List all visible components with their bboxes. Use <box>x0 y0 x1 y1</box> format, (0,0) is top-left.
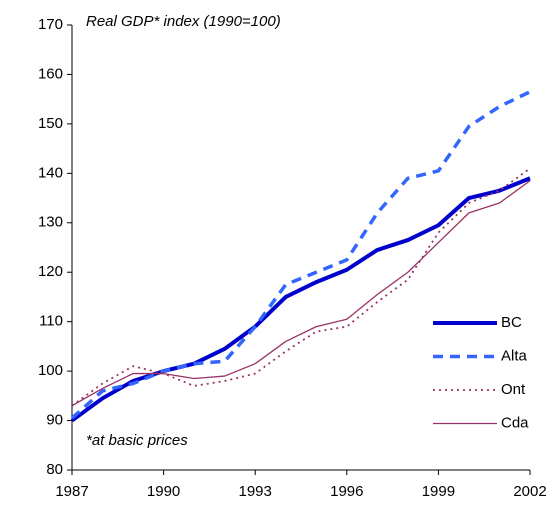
x-tick-label: 1990 <box>147 483 180 500</box>
y-tick-label: 150 <box>38 115 63 132</box>
y-tick-label: 80 <box>46 461 63 478</box>
y-tick-label: 170 <box>38 16 63 33</box>
y-tick-label: 130 <box>38 214 63 231</box>
y-tick-label: 110 <box>39 313 63 330</box>
x-tick-label: 1993 <box>239 483 272 500</box>
x-tick-label: 2002 <box>513 483 546 500</box>
x-tick-label: 1996 <box>330 483 363 500</box>
chart-title: Real GDP* index (1990=100) <box>86 13 281 30</box>
legend-label: BC <box>501 314 522 331</box>
series-line <box>71 180 531 407</box>
x-tick-label: 1987 <box>55 483 88 500</box>
legend-label: Alta <box>501 347 528 364</box>
x-tick-label: 1999 <box>422 483 455 500</box>
y-tick-label: 140 <box>38 164 63 181</box>
legend-label: Cda <box>501 414 529 431</box>
y-tick-label: 120 <box>38 263 63 280</box>
annotation: *at basic prices <box>86 432 188 449</box>
series-line <box>70 176 531 423</box>
series-line <box>70 90 531 420</box>
y-tick-label: 160 <box>38 65 63 82</box>
y-tick-label: 100 <box>38 362 63 379</box>
legend-label: Ont <box>501 381 526 398</box>
y-tick-label: 90 <box>46 412 63 429</box>
